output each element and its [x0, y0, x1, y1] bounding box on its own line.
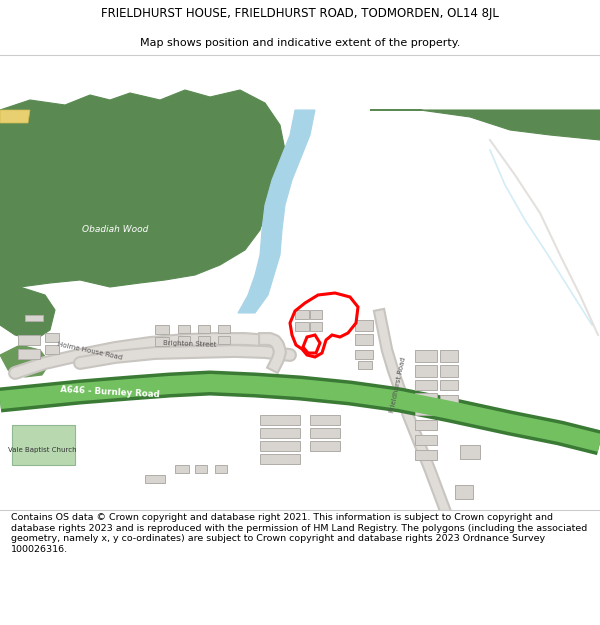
Bar: [440, 395, 458, 405]
Bar: [218, 336, 230, 344]
Polygon shape: [370, 110, 600, 140]
Bar: [440, 380, 458, 390]
Bar: [18, 349, 40, 359]
Bar: [310, 310, 322, 319]
Bar: [310, 428, 340, 438]
Bar: [415, 393, 437, 403]
Bar: [195, 465, 207, 473]
Bar: [260, 415, 300, 425]
Bar: [295, 322, 309, 331]
Text: Frieldhurst Road: Frieldhurst Road: [389, 357, 407, 413]
Bar: [355, 350, 373, 359]
Text: Map shows position and indicative extent of the property.: Map shows position and indicative extent…: [140, 38, 460, 48]
Bar: [415, 380, 437, 390]
Bar: [178, 336, 190, 344]
Bar: [25, 315, 43, 321]
Bar: [218, 325, 230, 333]
Polygon shape: [0, 110, 30, 123]
Bar: [198, 325, 210, 333]
Bar: [355, 320, 373, 331]
Text: Brighton Street: Brighton Street: [163, 340, 217, 348]
Bar: [175, 465, 189, 473]
Bar: [295, 310, 309, 319]
Bar: [155, 337, 169, 346]
Bar: [415, 450, 437, 460]
Polygon shape: [12, 425, 75, 465]
Bar: [18, 335, 40, 345]
Bar: [45, 333, 59, 342]
Bar: [415, 420, 437, 430]
Bar: [215, 465, 227, 473]
Bar: [260, 441, 300, 451]
Text: FRIELDHURST HOUSE, FRIELDHURST ROAD, TODMORDEN, OL14 8JL: FRIELDHURST HOUSE, FRIELDHURST ROAD, TOD…: [101, 8, 499, 20]
Bar: [440, 350, 458, 362]
Text: Vale Baptist Church: Vale Baptist Church: [8, 447, 76, 453]
Bar: [415, 405, 437, 415]
Text: Contains OS data © Crown copyright and database right 2021. This information is : Contains OS data © Crown copyright and d…: [11, 514, 587, 554]
Bar: [198, 336, 210, 344]
Polygon shape: [0, 90, 285, 290]
Text: A646 - Burnley Road: A646 - Burnley Road: [60, 385, 160, 399]
Bar: [355, 334, 373, 345]
Bar: [415, 365, 437, 377]
Polygon shape: [238, 110, 315, 313]
Bar: [178, 325, 190, 333]
Bar: [155, 325, 169, 334]
Polygon shape: [0, 287, 55, 340]
Bar: [415, 350, 437, 362]
Bar: [415, 435, 437, 445]
Bar: [260, 454, 300, 464]
Text: Holme House Road: Holme House Road: [57, 341, 123, 361]
Bar: [260, 428, 300, 438]
Bar: [145, 475, 165, 483]
Bar: [310, 322, 322, 331]
Bar: [440, 365, 458, 377]
Bar: [460, 445, 480, 459]
Bar: [310, 415, 340, 425]
Bar: [358, 361, 372, 369]
Bar: [455, 485, 473, 499]
Bar: [310, 441, 340, 451]
Polygon shape: [0, 345, 50, 377]
Bar: [45, 345, 59, 354]
Text: Obadiah Wood: Obadiah Wood: [82, 226, 148, 234]
